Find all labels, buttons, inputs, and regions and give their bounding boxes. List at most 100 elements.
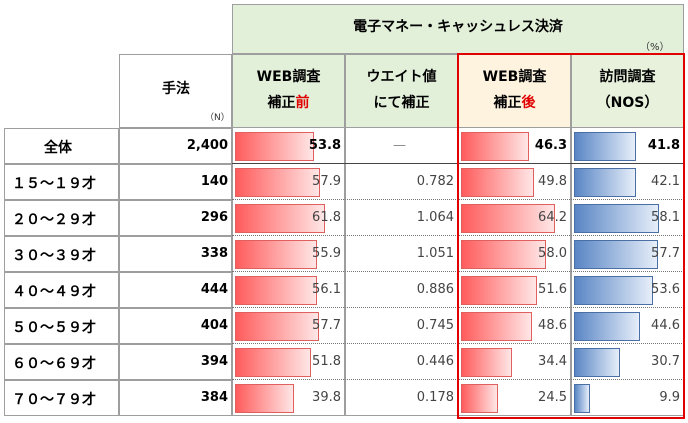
weight-value: 1.064 xyxy=(416,210,454,225)
weight-value: 0.446 xyxy=(416,354,454,369)
nos-bar xyxy=(574,168,637,197)
web-post-value: 64.2 xyxy=(538,210,567,225)
web-pre-value: 51.8 xyxy=(312,354,341,369)
n-cell xyxy=(119,200,232,236)
row-label-text: ３０～３９才 xyxy=(12,248,96,264)
n-value: 296 xyxy=(200,210,228,225)
nos-value: 30.7 xyxy=(651,354,680,369)
row-label-text: ５０～５９才 xyxy=(12,320,96,336)
web-pre-bar xyxy=(235,348,311,377)
web-post-value: 51.6 xyxy=(538,282,567,297)
col-web-post-line1: WEB調査 xyxy=(482,69,547,85)
n-value: 140 xyxy=(200,174,228,189)
nos-bar xyxy=(574,312,640,341)
web-pre-bar xyxy=(235,384,294,413)
n-label: （N） xyxy=(205,113,230,123)
n-cell xyxy=(119,128,232,164)
data-cell xyxy=(232,236,345,272)
web-post-bar xyxy=(461,240,546,269)
n-value: 384 xyxy=(200,390,228,405)
web-pre-value: 57.7 xyxy=(312,318,341,333)
web-post-bar xyxy=(461,132,530,161)
nos-value: 57.7 xyxy=(651,246,680,261)
col-web-pre-line2b: 前 xyxy=(295,95,310,111)
weight-value: 0.178 xyxy=(416,390,454,405)
n-cell xyxy=(119,344,232,380)
web-pre-value: 39.8 xyxy=(312,390,341,405)
weight-value: — xyxy=(393,138,406,153)
web-pre-bar xyxy=(235,312,320,341)
weight-value: 0.745 xyxy=(416,318,454,333)
nos-value: 53.6 xyxy=(651,282,680,297)
web-post-bar xyxy=(461,312,533,341)
nos-bar xyxy=(574,240,659,269)
row-label xyxy=(4,200,119,236)
col-weight-line1: ウエイト値 xyxy=(366,69,437,85)
n-value: 444 xyxy=(200,282,228,297)
col-web-post-line2a: 補正 xyxy=(493,95,522,111)
web-post-value: 49.8 xyxy=(538,174,567,189)
table-bottom xyxy=(4,415,684,416)
n-value: 338 xyxy=(200,246,228,261)
nos-bar xyxy=(574,384,591,413)
row-label xyxy=(4,128,119,164)
col-header-web-pre xyxy=(232,54,345,128)
row-label xyxy=(4,308,119,344)
web-post-value: 58.0 xyxy=(538,246,567,261)
web-pre-bar xyxy=(235,204,326,233)
data-cell xyxy=(232,380,345,416)
web-post-bar xyxy=(461,168,535,197)
web-post-value: 48.6 xyxy=(538,318,567,333)
web-post-bar xyxy=(461,348,513,377)
row-label xyxy=(4,236,119,272)
col-nos-line1: 訪問調査 xyxy=(599,69,656,85)
row-label-text: ６０～６９才 xyxy=(12,356,96,372)
web-post-bar xyxy=(461,204,555,233)
row-label xyxy=(4,164,119,200)
method-header-cell xyxy=(119,54,232,128)
unit-label: （%） xyxy=(640,42,670,53)
data-cell xyxy=(232,272,345,308)
group-title-cell xyxy=(232,4,684,54)
row-label-text: 全体 xyxy=(44,140,72,156)
row-label-text: １５～１９才 xyxy=(12,176,96,192)
n-cell xyxy=(119,380,232,416)
nos-value: 41.8 xyxy=(647,138,680,153)
web-pre-value: 56.1 xyxy=(312,282,341,297)
n-cell xyxy=(119,236,232,272)
nos-bar xyxy=(574,276,653,305)
weight-value: 0.782 xyxy=(416,174,454,189)
row-label-text: ７０～７９才 xyxy=(12,392,96,408)
n-value: 394 xyxy=(200,354,228,369)
col-web-post-line2b: 後 xyxy=(521,95,536,111)
row-label-text: ２０～２９才 xyxy=(12,212,96,228)
nos-value: 44.6 xyxy=(651,318,680,333)
n-cell xyxy=(119,164,232,200)
n-value: 404 xyxy=(200,318,228,333)
web-post-value: 24.5 xyxy=(538,390,567,405)
col-nos-line2: （NOS） xyxy=(596,95,659,111)
web-pre-bar xyxy=(235,276,318,305)
row-label-text: ４０～４９才 xyxy=(12,284,96,300)
web-pre-bar xyxy=(235,168,320,197)
weight-value: 0.886 xyxy=(416,282,454,297)
web-pre-value: 53.8 xyxy=(308,138,341,153)
nos-value: 58.1 xyxy=(651,210,680,225)
nos-bar xyxy=(574,204,659,233)
row-label xyxy=(4,272,119,308)
data-cell xyxy=(232,128,345,164)
nos-bar xyxy=(574,348,620,377)
web-post-bar xyxy=(461,276,537,305)
col-web-pre-line2a: 補正 xyxy=(267,95,296,111)
col-web-pre-line2: 補正前 xyxy=(232,92,345,112)
row-label xyxy=(4,344,119,380)
data-cell xyxy=(232,344,345,380)
method-label: 手法 xyxy=(162,81,190,97)
col-web-post-line2: 補正後 xyxy=(458,92,571,112)
col-web-pre-line1: WEB調査 xyxy=(256,69,321,85)
n-value: 2,400 xyxy=(186,138,228,153)
web-pre-bar xyxy=(235,240,317,269)
col-weight-line2: にて補正 xyxy=(373,95,430,111)
group-title: 電子マネー・キャッシュレス決済 xyxy=(353,19,563,35)
web-pre-value: 55.9 xyxy=(312,246,341,261)
